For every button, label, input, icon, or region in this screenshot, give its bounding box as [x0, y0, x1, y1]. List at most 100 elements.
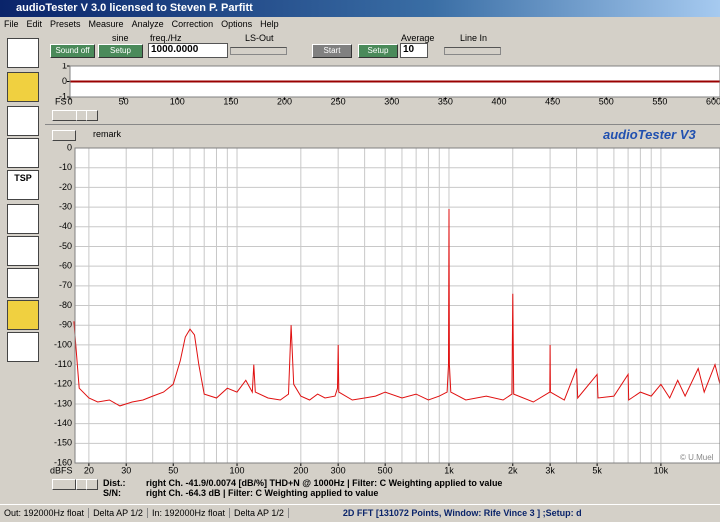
- average-input[interactable]: 10: [400, 43, 428, 58]
- tsp-label: TSP: [14, 173, 32, 183]
- setup-button[interactable]: Setup: [358, 44, 398, 58]
- scroll-button[interactable]: [86, 479, 98, 490]
- scroll-button[interactable]: [86, 110, 98, 121]
- status-field: 2D FFT [131072 Points, Window: Rife Vinc…: [342, 508, 582, 518]
- y-tick-label: -50: [59, 241, 72, 251]
- x-tick-label: 500: [378, 465, 393, 475]
- x-tick-label: 550: [652, 96, 667, 106]
- start-button[interactable]: Start: [312, 44, 352, 58]
- x-tick-label: 350: [438, 96, 453, 106]
- setup-button[interactable]: Setup: [98, 44, 143, 58]
- tool-icon[interactable]: [7, 106, 39, 136]
- line-in-label: Line In: [460, 33, 488, 43]
- tool-icon[interactable]: [7, 236, 39, 266]
- y-tick-label: -70: [59, 280, 72, 290]
- tool-icon[interactable]: [7, 300, 39, 330]
- title-bar: audioTester V 3.0 licensed to Steven P. …: [0, 0, 720, 17]
- y-tick-label: -110: [55, 359, 72, 369]
- status-field: Delta AP 1/2: [230, 508, 289, 518]
- readout-label: S/N:: [103, 488, 121, 498]
- scroll-button[interactable]: [52, 479, 76, 490]
- tool-icon[interactable]: [7, 38, 39, 68]
- tool-icon[interactable]: [7, 138, 39, 168]
- spectrum-chart: 0 -10 -20 -30 -40 -50 -60 -70 -80 -90 -100 -110 -120…: [50, 142, 720, 475]
- y-tick-label: -20: [59, 182, 72, 192]
- readout-label: Dist.:: [103, 478, 126, 488]
- tool-icon[interactable]: [7, 332, 39, 362]
- menu-bar: File Edit Presets Measure Analyze Correction O…: [0, 17, 720, 31]
- readout-text: right Ch. -64.3 dB | Filter: C Weighting…: [146, 488, 379, 498]
- freq-input[interactable]: 1000.0000: [148, 43, 228, 58]
- status-field: Delta AP 1/2: [89, 508, 148, 518]
- y-tick-label: -60: [59, 261, 72, 271]
- tool-icon[interactable]: [7, 72, 39, 102]
- menu-item[interactable]: Correction: [171, 19, 214, 29]
- ls-out-slider[interactable]: [230, 47, 287, 55]
- x-tick-label: 50: [168, 465, 178, 475]
- menu-item[interactable]: Measure: [88, 19, 124, 29]
- plot-frame: [69, 65, 720, 98]
- y-tick-label: -160: [54, 457, 72, 467]
- y-tick-label: -120: [54, 379, 72, 389]
- x-tick-label: 100: [170, 96, 185, 106]
- x-tick-label: 200: [293, 465, 308, 475]
- tsp-icon[interactable]: TSP: [7, 170, 39, 200]
- line-in-slider[interactable]: [444, 47, 501, 55]
- x-axis-label: FS: [55, 96, 67, 106]
- y-tick-label: -1: [59, 91, 67, 101]
- y-tick-label: -90: [59, 320, 72, 330]
- copyright: © U.Muel: [680, 453, 714, 462]
- x-tick-label: 500: [599, 96, 614, 106]
- x-tick-label: 150: [223, 96, 238, 106]
- menu-item[interactable]: Help: [260, 19, 279, 29]
- y-tick-label: -150: [54, 438, 72, 448]
- y-tick-label: 0: [67, 142, 72, 152]
- readout-text: right Ch. -41.9/0.0074 [dB/%] THD+N @ 10…: [146, 478, 503, 488]
- x-tick-label: 200: [277, 96, 292, 106]
- x-tick-label: 250: [331, 96, 346, 106]
- menu-item[interactable]: Presets: [50, 19, 81, 29]
- menu-item[interactable]: Analyze: [131, 19, 164, 29]
- y-tick-label: -130: [54, 398, 72, 408]
- x-tick-label: 600: [706, 96, 720, 106]
- x-tick-label: 400: [492, 96, 507, 106]
- window-title: audioTester V 3.0 licensed to Steven P. …: [16, 2, 253, 14]
- y-tick-label: -80: [59, 300, 72, 310]
- time-chart: 10-1 0 50 100 150 200 250 300 350 400 450 500 550 600…: [55, 63, 720, 106]
- data-line: [73, 208, 720, 407]
- x-tick-label: 1k: [444, 465, 454, 475]
- tool-icon[interactable]: [7, 204, 39, 234]
- signal-label: sine: [112, 33, 129, 43]
- status-bar: Out: 192000Hz float Delta AP 1/2 In: 19200…: [0, 504, 720, 522]
- x-tick-label: 3k: [545, 465, 555, 475]
- y-tick-label: -10: [59, 162, 72, 172]
- x-tick-label: 50: [119, 96, 129, 106]
- y-tick-label: -30: [59, 201, 72, 211]
- y-tick-label: -100: [54, 339, 72, 349]
- brand: audioTester V3: [603, 127, 696, 142]
- menu-item[interactable]: File: [4, 19, 19, 29]
- y-tick-label: 0: [62, 76, 67, 86]
- scroll-button[interactable]: [52, 130, 76, 141]
- status-field: In: 192000Hz float: [147, 508, 230, 518]
- y-tick-label: 1: [62, 63, 67, 70]
- x-tick-label: 30: [121, 465, 131, 475]
- y-tick-label: -40: [59, 221, 72, 231]
- plot-frame: [74, 147, 720, 464]
- status-field: Out: 192000Hz float: [0, 508, 90, 518]
- ls-out-label: LS-Out: [245, 33, 274, 43]
- x-tick-label: 5k: [592, 465, 602, 475]
- menu-item[interactable]: Edit: [26, 19, 43, 29]
- tool-icon[interactable]: [7, 268, 39, 298]
- sidebar: TSP: [3, 38, 43, 363]
- y-tick-label: -140: [54, 418, 72, 428]
- sound-off-button[interactable]: Sound off: [50, 44, 95, 58]
- remark-label: remark: [93, 129, 122, 139]
- average-label: Average: [401, 33, 435, 43]
- x-tick-label: 100: [230, 465, 245, 475]
- x-tick-label: 300: [384, 96, 399, 106]
- scroll-button[interactable]: [52, 110, 78, 121]
- menu-item[interactable]: Options: [221, 19, 253, 29]
- separator: [45, 124, 720, 125]
